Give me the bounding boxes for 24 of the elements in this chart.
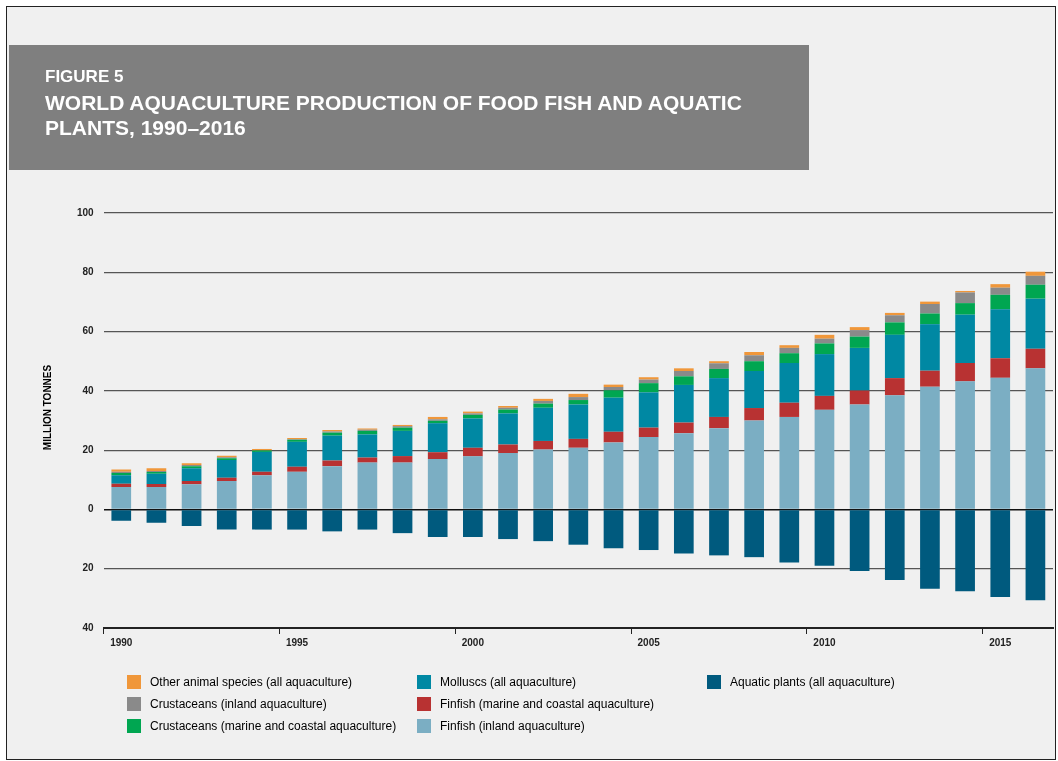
y-tick-label: 60 xyxy=(82,325,95,337)
legend-label: Other animal species (all aquaculture) xyxy=(150,675,353,689)
legend-label: Molluscs (all aquaculture) xyxy=(440,675,577,689)
x-tick-label: 2010 xyxy=(813,636,837,648)
chart-title: WORLD AQUACULTURE PRODUCTION OF FOOD FISH AND AQUATIC PLANTS, 1990–2016 xyxy=(45,90,743,140)
chart-subtitle: FIGURE 5 xyxy=(45,67,125,87)
legend-label: Crustaceans (marine and coastal aquaculture) xyxy=(150,719,397,733)
y-axis-title: MILLION TONNES xyxy=(41,363,53,453)
y-tick-label: 20 xyxy=(82,562,95,574)
y-tick-label: 80 xyxy=(82,266,95,278)
x-tick-label: 2005 xyxy=(637,636,661,648)
y-tick-label: 0 xyxy=(88,503,95,515)
x-tick-label: 2000 xyxy=(461,636,485,648)
y-tick-label: 40 xyxy=(82,621,95,633)
legend-label: Aquatic plants (all aquaculture) xyxy=(730,675,895,689)
legend-label: Finfish (inland aquaculture) xyxy=(440,719,585,733)
x-tick-label: 2015 xyxy=(989,636,1012,648)
x-tick-label: 1995 xyxy=(285,636,309,648)
y-tick-label: 40 xyxy=(82,384,95,396)
y-tick-label: 20 xyxy=(82,443,95,455)
x-tick-label: 1990 xyxy=(110,636,133,648)
y-tick-label: 100 xyxy=(77,206,95,218)
legend-label: Crustaceans (inland aquaculture) xyxy=(150,697,327,711)
legend-label: Finfish (marine and coastal aquaculture) xyxy=(440,697,655,711)
